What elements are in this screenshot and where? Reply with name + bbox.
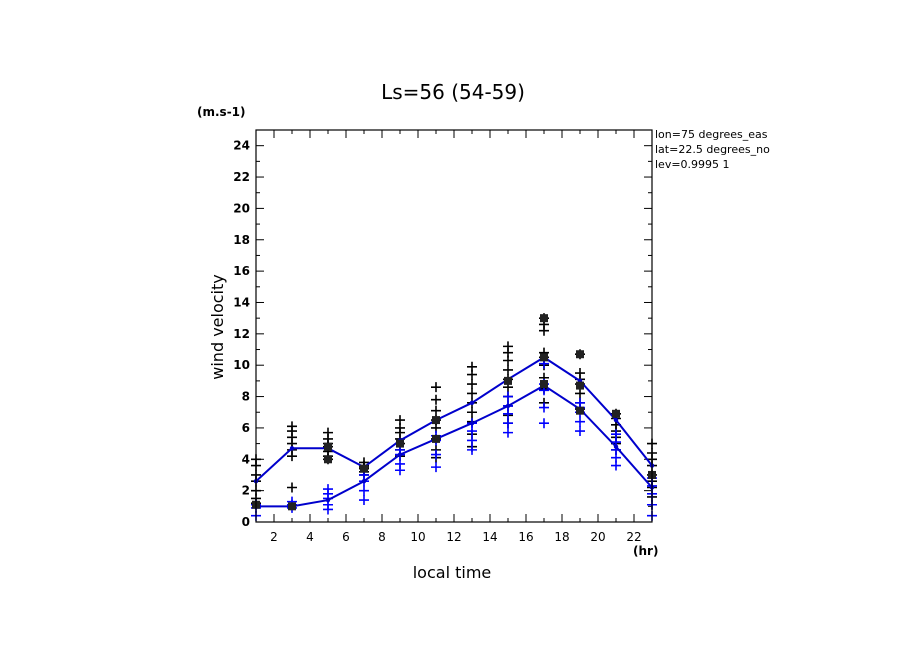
square-marker xyxy=(576,381,584,390)
x-tick-label: 22 xyxy=(626,530,641,544)
series-point xyxy=(397,452,403,457)
series-point xyxy=(613,444,619,449)
scatter-point xyxy=(467,435,477,446)
scatter-point xyxy=(575,368,585,379)
scatter-point xyxy=(431,449,441,460)
scatter-point xyxy=(611,429,621,440)
scatter-point xyxy=(467,444,477,455)
series-point xyxy=(469,421,475,426)
scatter-point xyxy=(359,495,369,506)
square-marker xyxy=(540,380,548,389)
x-tick-label: 14 xyxy=(482,530,497,544)
series-line xyxy=(256,384,653,508)
y-tick-label: 14 xyxy=(233,295,250,309)
series-point xyxy=(361,479,367,484)
square-marker xyxy=(612,409,620,418)
chart-title: Ls=56 (54-59) xyxy=(381,80,525,104)
scatter-point xyxy=(431,382,441,393)
scatter-point xyxy=(503,427,513,438)
square-marker xyxy=(360,464,368,473)
scatter-point xyxy=(503,391,513,402)
scatter-point xyxy=(323,427,333,438)
square-marker xyxy=(432,416,440,425)
scatter-point xyxy=(539,402,549,413)
series-point xyxy=(289,446,295,451)
y-tick-label: 18 xyxy=(233,233,250,247)
scatter-point xyxy=(575,388,585,399)
y-tick-label: 0 xyxy=(242,515,250,529)
y-tick-label: 12 xyxy=(233,327,250,341)
scatter-point xyxy=(431,405,441,416)
scatter-point xyxy=(323,484,333,495)
x-tick-label: 8 xyxy=(378,530,386,544)
scatter-point xyxy=(575,416,585,427)
scatter-point xyxy=(467,379,477,390)
info-longitude: lon=75 degrees_eas xyxy=(655,128,768,141)
series-point xyxy=(505,403,511,409)
scatter-point xyxy=(575,397,585,408)
x-tick-label: 16 xyxy=(518,530,533,544)
x-tick-label: 4 xyxy=(306,530,314,544)
square-marker xyxy=(432,434,440,443)
scatter-point xyxy=(287,482,297,493)
y-tick-label: 6 xyxy=(242,421,250,435)
x-axis-unit: (hr) xyxy=(633,544,658,558)
y-tick-label: 22 xyxy=(233,170,250,184)
scatter-point xyxy=(467,361,477,372)
square-marker xyxy=(576,406,584,415)
x-tick-label: 2 xyxy=(270,530,278,544)
scatter-point xyxy=(539,418,549,429)
series-point xyxy=(469,400,475,406)
square-marker xyxy=(540,353,548,362)
info-level: lev=0.9995 1 xyxy=(655,158,730,171)
y-axis-unit: (m.s-1) xyxy=(197,105,246,119)
square-marker xyxy=(396,439,404,448)
y-axis-label: wind velocity xyxy=(208,274,227,379)
plot-frame xyxy=(255,129,653,523)
series-point xyxy=(613,417,619,423)
scatter-point xyxy=(431,394,441,405)
x-tick-label: 12 xyxy=(446,530,461,544)
y-tick-label: 2 xyxy=(242,484,250,498)
x-tick-label: 18 xyxy=(554,530,569,544)
scatter-point xyxy=(503,418,513,429)
square-marker xyxy=(504,376,512,385)
scatter-point xyxy=(575,426,585,437)
square-marker xyxy=(540,314,548,323)
scatter-point xyxy=(395,415,405,426)
square-marker xyxy=(288,502,296,511)
square-marker xyxy=(324,442,332,451)
y-tick-label: 10 xyxy=(233,358,250,372)
x-axis-label: local time xyxy=(413,563,492,582)
y-tick-label: 16 xyxy=(233,264,250,278)
series-point xyxy=(325,497,331,503)
scatter-point xyxy=(503,364,513,375)
x-tick-label: 20 xyxy=(590,530,605,544)
scatter-point xyxy=(395,458,405,469)
y-tick-label: 20 xyxy=(233,201,250,215)
x-tick-label: 10 xyxy=(410,530,425,544)
info-latitude: lat=22.5 degrees_no xyxy=(655,143,770,156)
y-tick-label: 8 xyxy=(242,390,250,404)
square-marker xyxy=(324,455,332,464)
scatter-point xyxy=(431,462,441,473)
scatter-point xyxy=(467,388,477,399)
square-marker xyxy=(576,350,584,359)
scatter-point xyxy=(503,341,513,352)
x-tick-label: 6 xyxy=(342,530,350,544)
scatter-point xyxy=(359,485,369,496)
y-tick-label: 24 xyxy=(233,139,250,153)
scatter-point xyxy=(287,421,297,432)
scatter-point xyxy=(467,407,477,418)
series-line xyxy=(255,356,653,482)
y-tick-label: 4 xyxy=(242,452,250,466)
